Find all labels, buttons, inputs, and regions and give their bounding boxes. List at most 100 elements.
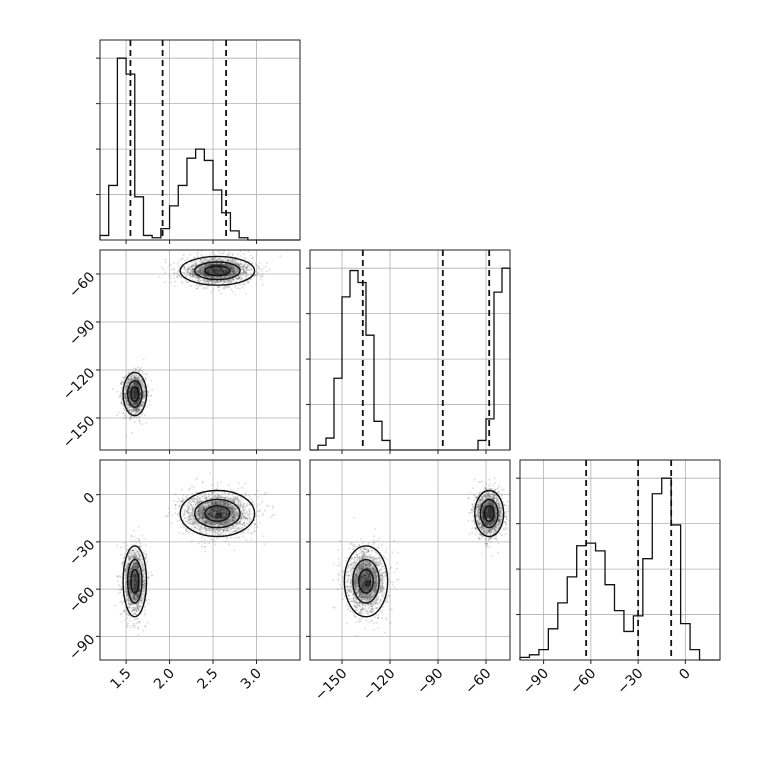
scatter-point: [135, 382, 138, 385]
scatter-point: [129, 387, 131, 389]
scatter-point: [186, 267, 189, 270]
scatter-point: [133, 376, 136, 379]
scatter-point: [199, 265, 201, 268]
scatter-point: [120, 402, 123, 405]
scatter-point: [143, 394, 146, 397]
scatter-point: [136, 383, 139, 386]
scatter-point: [170, 268, 173, 271]
scatter-point: [146, 384, 149, 387]
scatter-point: [132, 401, 135, 404]
scatter-point: [128, 396, 131, 399]
scatter-point: [132, 384, 135, 386]
scatter-point: [190, 269, 193, 272]
scatter-point: [134, 383, 137, 386]
scatter-point: [125, 402, 128, 404]
scatter-point: [220, 292, 222, 295]
scatter-point: [125, 386, 127, 389]
scatter-point: [151, 574, 154, 577]
scatter-point: [196, 251, 199, 254]
scatter-point: [188, 267, 190, 270]
scatter-point: [195, 271, 198, 273]
scatter-point: [126, 400, 128, 403]
scatter-point: [139, 367, 142, 369]
scatter-point: [219, 285, 221, 288]
scatter-point: [132, 394, 135, 396]
scatter-point: [201, 267, 204, 270]
scatter-point: [173, 276, 175, 279]
scatter-point: [260, 278, 263, 281]
scatter-point: [131, 410, 134, 412]
scatter-point: [199, 258, 202, 261]
scatter-point: [136, 617, 139, 620]
panel-grid: [100, 250, 300, 450]
scatter-point: [130, 401, 132, 404]
scatter-point: [137, 401, 140, 404]
scatter-point: [197, 279, 200, 282]
scatter-point: [143, 394, 145, 397]
scatter-point: [144, 393, 146, 395]
scatter-point: [131, 375, 134, 378]
scatter-point: [249, 254, 252, 257]
scatter-point: [124, 619, 127, 621]
scatter-point: [134, 376, 137, 379]
scatter-point: [221, 275, 224, 278]
scatter-point: [187, 268, 190, 271]
scatter-point: [136, 378, 139, 381]
scatter-point: [193, 273, 196, 276]
histogram-panel-1: [306, 249, 511, 454]
scatter-point: [133, 382, 136, 385]
scatter-point: [137, 401, 140, 403]
scatter-point: [120, 386, 123, 389]
scatter-point: [190, 272, 193, 275]
scatter-point: [216, 286, 219, 289]
scatter-point: [230, 288, 232, 291]
scatter-point: [134, 381, 137, 384]
scatter-point: [125, 544, 128, 547]
scatter-point: [137, 379, 140, 382]
scatter-point: [119, 395, 122, 397]
scatter-point: [138, 379, 141, 382]
histogram-frame-2: [519, 459, 721, 661]
scatter-point: [238, 263, 241, 266]
scatter-point: [134, 377, 136, 380]
scatter-point: [205, 278, 208, 281]
scatter-point: [127, 407, 129, 409]
scatter-point: [201, 260, 204, 263]
scatter-point: [135, 403, 138, 406]
scatter-point: [218, 289, 220, 292]
scatter-point: [132, 409, 135, 411]
scatter-point: [237, 253, 239, 256]
scatter-point: [208, 275, 210, 278]
scatter-point: [216, 281, 219, 284]
scatter-point: [211, 282, 213, 285]
scatter-point: [130, 375, 133, 378]
scatter-point: [128, 395, 130, 398]
scatter-point: [142, 398, 145, 400]
scatter-point: [185, 274, 188, 277]
scatter-point: [136, 401, 139, 404]
scatter-point: [203, 259, 206, 262]
scatter-point: [144, 612, 147, 615]
scatter-point: [234, 260, 236, 263]
scatter-point: [140, 382, 142, 384]
scatter-point: [197, 280, 200, 283]
scatter-point: [134, 402, 137, 405]
scatter-point: [136, 411, 138, 414]
scatter-point: [135, 378, 138, 381]
scatter-point: [131, 411, 134, 413]
scatter-point: [124, 392, 127, 395]
scatter-point: [245, 257, 247, 260]
scatter-point: [202, 287, 205, 290]
scatter-point: [229, 264, 231, 266]
scatter-point: [165, 261, 167, 264]
scatter-point: [130, 408, 133, 411]
scatter-point: [137, 369, 140, 372]
scatter-point: [236, 277, 239, 279]
scatter-point: [137, 416, 140, 419]
scatter-point: [134, 384, 137, 386]
scatter-point: [119, 591, 122, 594]
scatter-point: [124, 396, 127, 399]
scatter-point: [256, 270, 258, 273]
scatter-point: [121, 379, 124, 382]
scatter-point: [150, 379, 153, 382]
